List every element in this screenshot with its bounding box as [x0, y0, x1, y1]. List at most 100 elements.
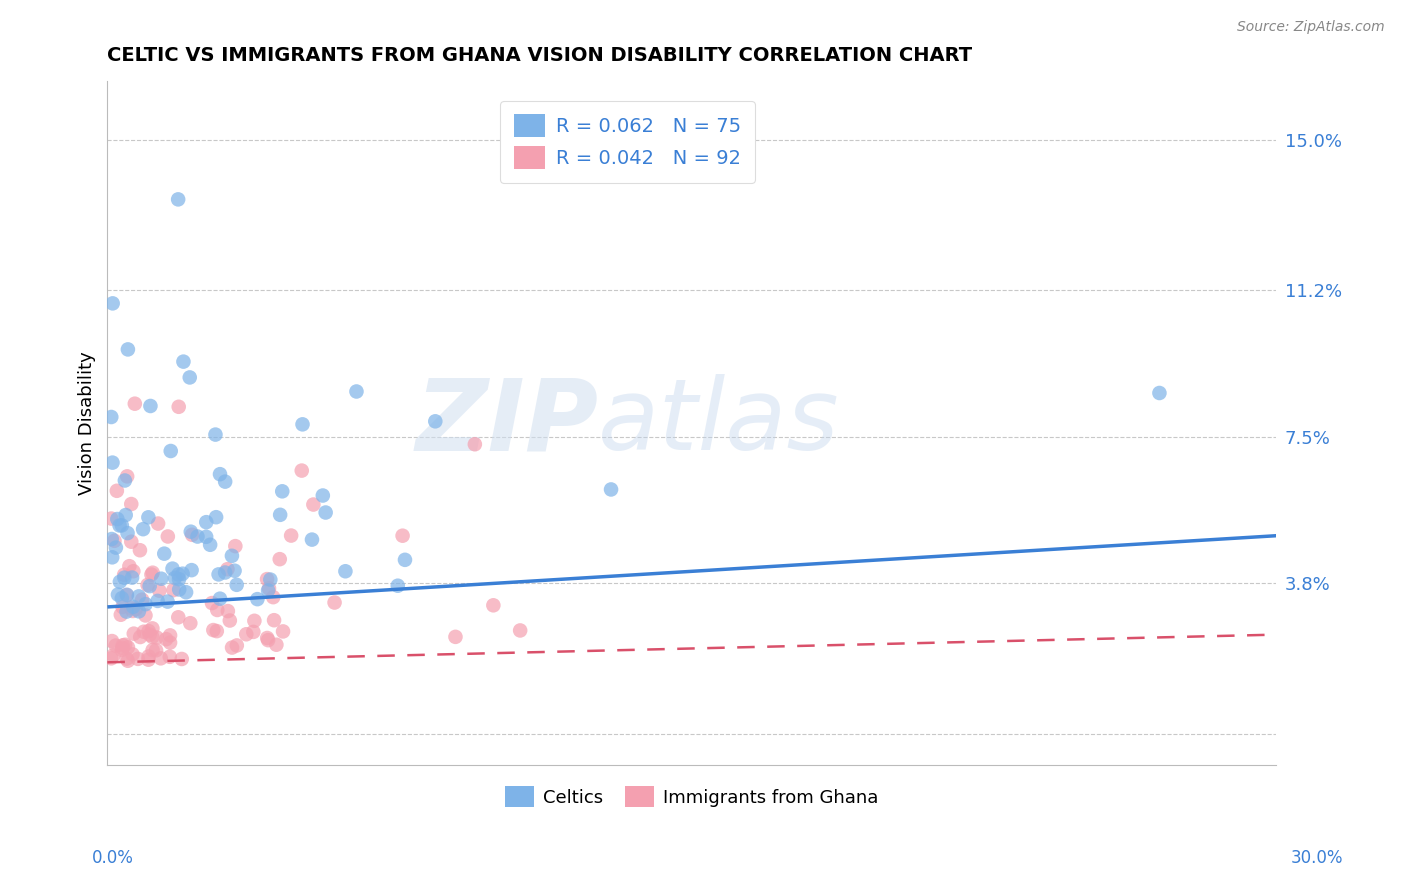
Point [150, 572, 173, 586]
Point [107, 588, 129, 602]
Point [266, 638, 288, 652]
Text: Source: ZipAtlas.com: Source: ZipAtlas.com [1237, 20, 1385, 34]
Point [146, 594, 169, 608]
Point [214, 475, 236, 489]
Point [120, 497, 142, 511]
Point [256, 631, 278, 645]
Point [207, 603, 229, 617]
Point [139, 399, 162, 413]
Point [205, 624, 228, 639]
Point [122, 626, 145, 640]
Point [111, 638, 134, 652]
Point [167, 400, 190, 414]
Point [224, 539, 246, 553]
Point [167, 582, 190, 597]
Point [218, 614, 240, 628]
Point [125, 602, 148, 616]
Point [195, 530, 218, 544]
Point [170, 652, 193, 666]
Point [118, 559, 141, 574]
Point [201, 596, 224, 610]
Point [312, 489, 335, 503]
Point [103, 648, 125, 663]
Point [257, 633, 280, 648]
Point [444, 630, 467, 644]
Point [301, 533, 323, 547]
Text: CELTIC VS IMMIGRANTS FROM GHANA VISION DISABILITY CORRELATION CHART: CELTIC VS IMMIGRANTS FROM GHANA VISION D… [107, 46, 973, 65]
Point [111, 599, 134, 614]
Point [117, 526, 139, 541]
Point [104, 541, 127, 555]
Point [235, 627, 257, 641]
Point [256, 572, 278, 586]
Point [104, 639, 127, 653]
Point [101, 456, 124, 470]
Y-axis label: Vision Disability: Vision Disability [79, 351, 96, 495]
Point [509, 624, 531, 638]
Point [167, 567, 190, 582]
Point [115, 588, 138, 602]
Point [162, 561, 184, 575]
Point [100, 651, 122, 665]
Point [114, 638, 136, 652]
Point [242, 624, 264, 639]
Point [257, 583, 280, 598]
Point [204, 427, 226, 442]
Point [159, 635, 181, 649]
Point [271, 624, 294, 639]
Point [214, 566, 236, 580]
Point [464, 437, 486, 451]
Point [156, 529, 179, 543]
Legend: Celtics, Immigrants from Ghana: Celtics, Immigrants from Ghana [498, 779, 886, 814]
Point [129, 630, 152, 644]
Point [138, 649, 160, 664]
Point [145, 643, 167, 657]
Point [179, 616, 201, 631]
Text: atlas: atlas [599, 375, 839, 472]
Point [117, 343, 139, 357]
Point [159, 649, 181, 664]
Point [105, 512, 128, 526]
Point [108, 574, 131, 589]
Point [217, 562, 239, 576]
Point [121, 571, 143, 585]
Point [153, 547, 176, 561]
Point [221, 640, 243, 655]
Text: 0.0%: 0.0% [91, 849, 134, 867]
Point [198, 538, 221, 552]
Point [145, 631, 167, 645]
Point [120, 601, 142, 615]
Point [224, 564, 246, 578]
Point [269, 508, 291, 522]
Point [387, 579, 409, 593]
Point [482, 599, 505, 613]
Point [138, 510, 160, 524]
Point [103, 533, 125, 548]
Point [117, 640, 139, 655]
Point [115, 651, 138, 665]
Point [291, 417, 314, 432]
Point [148, 583, 170, 598]
Point [262, 590, 284, 604]
Point [243, 614, 266, 628]
Point [269, 552, 291, 566]
Point [225, 578, 247, 592]
Point [114, 474, 136, 488]
Point [180, 524, 202, 539]
Point [112, 567, 135, 582]
Point [112, 571, 135, 585]
Point [186, 530, 208, 544]
Point [174, 585, 197, 599]
Point [142, 643, 165, 657]
Point [101, 550, 124, 565]
Point [121, 648, 143, 662]
Point [394, 553, 416, 567]
Point [335, 564, 357, 578]
Point [110, 607, 132, 622]
Point [111, 643, 134, 657]
Point [131, 592, 153, 607]
Point [172, 566, 194, 581]
Point [259, 573, 281, 587]
Point [202, 623, 225, 637]
Point [101, 296, 124, 310]
